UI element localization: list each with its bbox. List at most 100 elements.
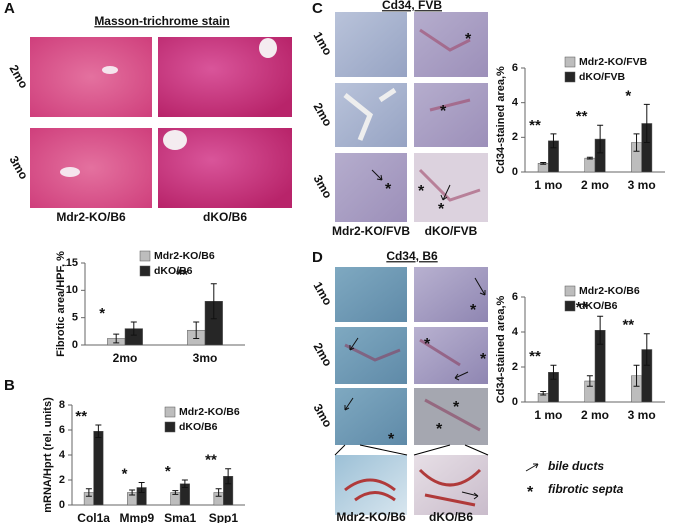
x-tick-label: 3 mo (628, 178, 656, 192)
x-tick-label: Spp1 (209, 511, 239, 523)
legend-label: Mdr2-KO/FVB (579, 56, 648, 68)
row-label: 1mo (310, 279, 334, 307)
septa-marker: * (465, 31, 472, 48)
septa-marker: * (438, 201, 445, 218)
y-tick-label: 4 (512, 97, 519, 109)
column-label: Mdr2-KO/B6 (336, 510, 406, 523)
error-bar (215, 488, 222, 497)
panel-label: C (312, 0, 323, 17)
arrow (525, 463, 539, 472)
key-label: bile ducts (548, 459, 604, 473)
arrow (349, 337, 359, 351)
error-bar (633, 133, 640, 152)
significance: ** (576, 108, 588, 125)
legend-label: Mdr2-KO/B6 (179, 406, 240, 418)
micrograph (414, 267, 488, 322)
y-tick-label: 10 (66, 284, 78, 296)
septa-marker: * (385, 181, 392, 198)
significance: ** (75, 408, 87, 425)
legend-label: dKO/FVB (579, 71, 625, 83)
error-bar (550, 364, 557, 380)
y-tick-label: 2 (59, 474, 65, 486)
y-tick-label: 15 (66, 257, 78, 269)
septa-marker: * (440, 103, 447, 120)
significance: ** (176, 267, 188, 284)
error-bar (193, 321, 200, 339)
septa-marker: * (388, 431, 395, 448)
bar (93, 431, 104, 506)
legend-swatch (564, 285, 576, 297)
micrograph (335, 267, 407, 322)
panel-label: D (312, 249, 323, 266)
x-tick-label: 2 mo (581, 408, 609, 422)
legend-label: Mdr2-KO/B6 (154, 250, 215, 262)
septa-marker: * (480, 351, 487, 368)
significance: * (122, 465, 128, 482)
arrow (454, 371, 469, 381)
x-tick-label: 1 mo (534, 408, 562, 422)
vessel (259, 38, 277, 58)
septum (418, 28, 481, 202)
error-bar (586, 156, 593, 160)
significance: * (99, 305, 105, 322)
y-tick-label: 6 (512, 291, 518, 303)
error-bar (550, 133, 557, 149)
micrograph (335, 12, 407, 77)
y-tick-label: 5 (72, 312, 78, 324)
error-bar (130, 321, 137, 336)
y-tick-label: 8 (59, 399, 65, 411)
y-axis-label: Cd34-stained area,% (495, 295, 507, 403)
duct-stain (344, 478, 396, 502)
error-bar (225, 468, 232, 485)
error-bar (540, 391, 547, 396)
septa-marker: * (418, 183, 425, 200)
row-label: 3mo (310, 401, 334, 429)
micrograph (335, 388, 407, 445)
error-bar (586, 375, 593, 387)
septa-marker: * (436, 421, 443, 438)
column-label: dKO/FVB (425, 224, 478, 238)
arrow (344, 397, 354, 411)
micrographs (30, 12, 489, 515)
zoom-line (464, 444, 489, 456)
panel-title: Masson-trichrome stain (94, 14, 229, 28)
x-tick-label: 2mo (113, 351, 138, 365)
key-label: fibrotic septa (548, 482, 624, 496)
panel-title: Cd34, FVB (382, 0, 442, 12)
legend-label: dKO/B6 (179, 421, 218, 433)
y-axis-label: Cd34-stained area,% (495, 66, 507, 174)
error-bar (129, 489, 136, 496)
panel-title: Cd34, B6 (386, 249, 438, 263)
micrograph (414, 12, 488, 77)
y-tick-label: 2 (512, 131, 518, 143)
error-bar (138, 482, 145, 493)
micrograph (414, 327, 488, 384)
zoom-line (359, 444, 408, 456)
error-bar (540, 161, 547, 165)
micrograph (335, 327, 407, 384)
y-tick-label: 0 (72, 339, 78, 351)
y-tick-label: 0 (59, 499, 65, 511)
y-tick-label: 2 (512, 361, 518, 373)
error-bar (181, 479, 188, 488)
y-tick-label: 4 (512, 326, 519, 338)
error-bar (643, 103, 650, 144)
y-tick-label: 0 (512, 166, 518, 178)
micrograph (30, 37, 152, 117)
significance: * (165, 463, 171, 480)
significance: ** (576, 299, 588, 316)
error-bar (113, 333, 120, 344)
legend-swatch (139, 250, 151, 262)
column-label: Mdr2-KO/B6 (56, 210, 126, 224)
micrograph (30, 128, 152, 208)
significance: ** (529, 348, 541, 365)
arrows (344, 169, 539, 500)
bile-duct (343, 87, 397, 141)
arrow (440, 184, 451, 201)
y-axis-label: mRNA/Hprt (rel. units) (42, 397, 54, 513)
row-label: 3mo (6, 153, 30, 181)
x-tick-label: 3mo (193, 351, 218, 365)
panel-label: A (4, 0, 15, 17)
vessel (102, 66, 118, 74)
significance: ** (529, 117, 541, 134)
